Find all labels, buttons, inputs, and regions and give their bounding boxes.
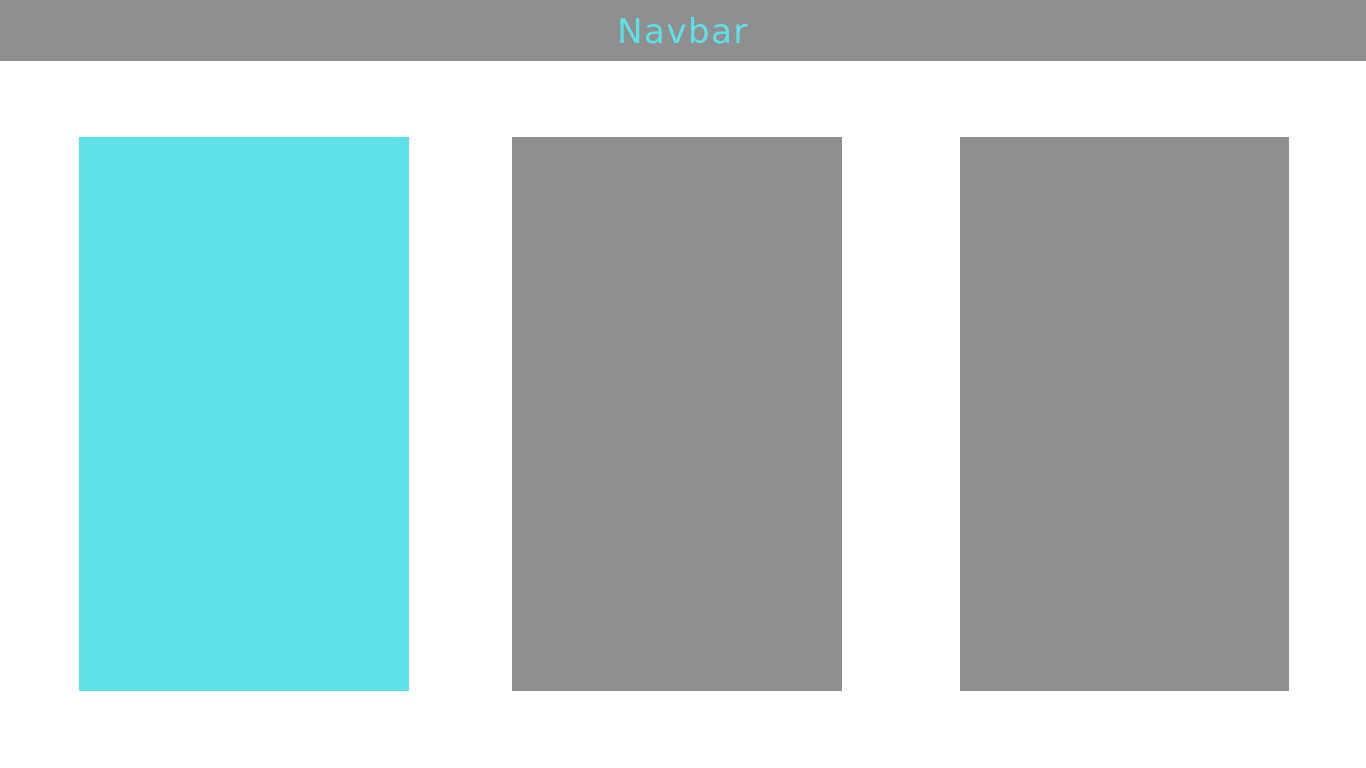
navbar-title: Navbar [617,11,749,52]
panel-1[interactable] [79,137,409,691]
panel-3[interactable] [960,137,1289,691]
navbar: Navbar [0,0,1366,61]
panel-2[interactable] [512,137,842,691]
